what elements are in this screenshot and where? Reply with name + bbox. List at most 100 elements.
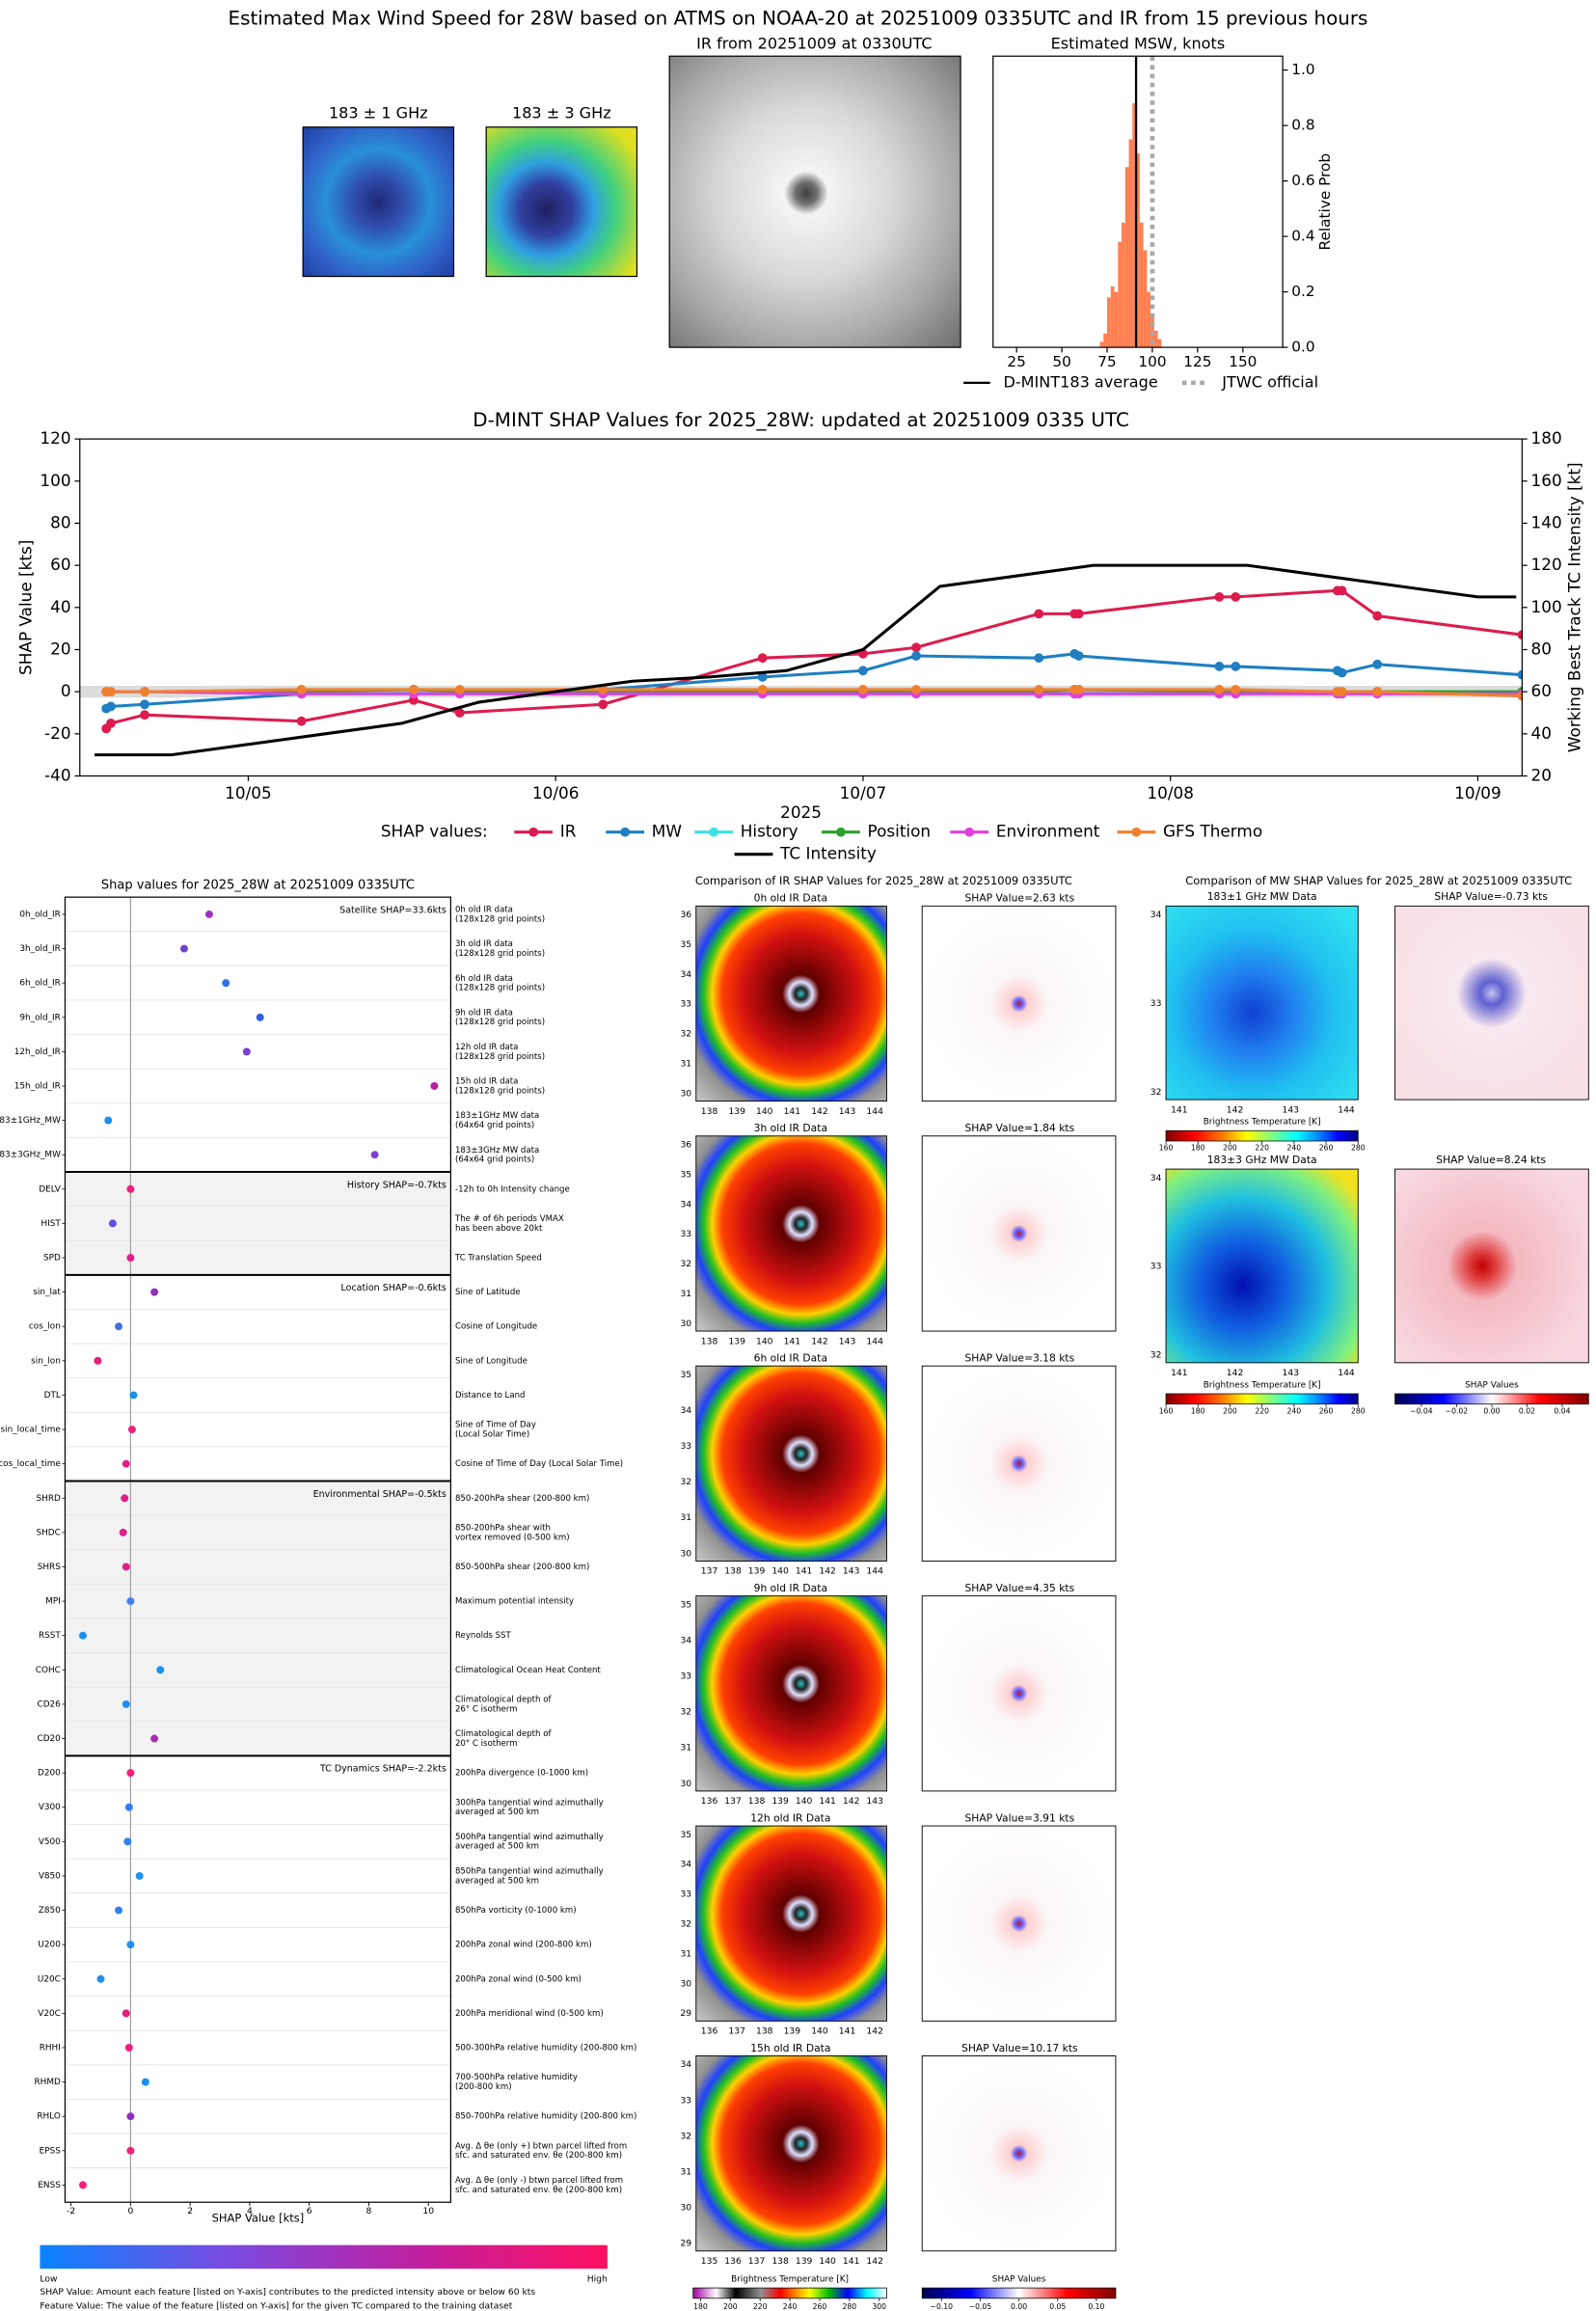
lat-tick-label: 33 [1150,1262,1162,1272]
colorbar-tick-label: 180 [1191,1144,1205,1153]
ir-image [668,55,961,348]
lat-tick-label: 31 [680,1059,691,1070]
y-tick-label: 60 [50,555,70,574]
lat-tick-label: 34 [680,2059,691,2070]
feature-dot [256,1013,264,1021]
series-marker [1073,685,1084,694]
y-tick-label: 0.2 [1291,283,1314,300]
feature-name: V20C [38,2009,61,2019]
feature-name: sin_local_time [1,1426,61,1435]
x-tick-label: 10/07 [840,783,887,802]
ir-data-image [695,1595,887,1792]
series-marker [1337,585,1347,596]
feature-description: Avg. Δ θe (only -) btwn parcel lifted fr… [455,2176,623,2186]
feature-description: TC Translation Speed [454,1254,542,1264]
lon-tick-label: 137 [748,2256,766,2267]
lat-tick-label: 32 [680,1259,691,1269]
feature-name: DELV [39,1184,60,1194]
colorbar-tick-label: 280 [1351,1406,1366,1415]
colorbar-label: Brightness Temperature [K] [1204,1118,1321,1128]
feature-description: 200hPa divergence (0-1000 km) [455,1769,588,1779]
series-marker [1073,609,1084,619]
feature-name: RHHI [40,2043,61,2053]
y-tick-label: 0.4 [1291,228,1314,245]
lon-tick-label: 140 [796,1796,813,1807]
feature-description: 300hPa tangential wind azimuthally [455,1798,604,1808]
feature-name: RHLO [37,2112,60,2122]
series-marker [1517,669,1523,680]
lat-tick-label: 31 [680,1512,691,1523]
feature-dot [124,1803,133,1811]
image-title: 183±1 GHz MW Data [1207,890,1317,903]
feature-dot [135,1871,144,1880]
feature-description: 0h old IR data [455,906,513,915]
y2-tick-label: 40 [1531,723,1552,743]
feature-description: 850-200hPa shear (200-800 km) [455,1494,589,1504]
feature-dot [156,1666,165,1674]
y2-tick-label: 60 [1531,681,1552,700]
lon-tick-label: 142 [866,2026,883,2037]
ir-data-image [695,905,887,1102]
shap-image [921,1135,1117,1332]
y-tick-label: 0 [61,681,71,700]
series-marker [911,642,922,653]
y-tick-label: 40 [50,597,70,616]
lat-tick-label: 29 [680,2008,691,2019]
lon-tick-label: 142 [1227,1368,1244,1378]
x-tick-label: 4 [247,2206,253,2216]
lon-tick-label: 143 [1283,1368,1300,1378]
lon-tick-label: 141 [784,1336,801,1346]
image-title: SHAP Value=8.24 kts [1436,1154,1546,1166]
lat-tick-label: 34 [680,1635,691,1645]
colorbar [921,2287,1117,2299]
colorbar-label: Brightness Temperature [K] [731,2274,849,2284]
series-marker [1214,685,1225,694]
feature-name: 183±1GHz_MW [0,1116,61,1126]
hist-bar [1147,291,1151,348]
y2-tick-label: 80 [1531,639,1552,658]
x-tick-label: 100 [1138,353,1166,370]
feature-description: sfc. and saturated env. θe (200-800 km) [455,2186,622,2195]
feature-dot [370,1151,379,1159]
lat-tick-label: 33 [680,1441,691,1452]
series-marker [106,718,116,728]
series-marker [757,671,768,682]
colorbar-tick-label: 260 [813,2302,827,2311]
feature-name: SHRD [37,1494,61,1504]
feature-dot [141,2078,149,2086]
lon-tick-label: 139 [748,1566,766,1577]
lon-tick-label: 138 [701,1106,718,1117]
feature-description: Maximum potential intensity [455,1597,574,1607]
lat-tick-label: 30 [680,1548,691,1559]
feature-description: vortex removed (0-500 km) [455,1533,570,1542]
feature-name: ENSS [38,2181,61,2190]
feature-dot [78,1631,87,1640]
feature-dot [124,2044,133,2052]
legend-label: History [741,822,798,841]
image-title: 12h old IR Data [750,1811,830,1824]
lat-tick-label: 35 [680,1830,691,1840]
series-marker [757,653,768,664]
lat-tick-label: 33 [680,1229,691,1239]
shap-image [921,1825,1117,2022]
lat-tick-label: 33 [680,2095,691,2106]
feature-name: DTL [44,1391,61,1400]
y2-tick-label: 20 [1531,765,1552,784]
feature-description: 700-500hPa relative humidity [455,2073,578,2082]
axes-frame [64,896,452,2203]
lat-tick-label: 31 [680,1289,691,1299]
lon-tick-label: 141 [839,2026,856,2037]
lat-tick-label: 34 [680,1405,691,1416]
x-tick-label: 10 [422,2206,434,2216]
mw-image [302,126,455,278]
feature-description: (128x128 grid points) [455,1018,545,1027]
y2-tick-label: 180 [1531,428,1562,448]
lat-tick-label: 30 [680,2203,691,2214]
hist-bar [1099,341,1104,348]
lon-tick-label: 144 [866,1566,883,1577]
feature-description: 200hPa zonal wind (200-800 km) [455,1941,592,1950]
colorbar-tick-label: 260 [1319,1406,1334,1415]
image-title: 183±3 GHz MW Data [1207,1154,1317,1166]
image-title: IR from 20251009 at 0330UTC [696,34,933,52]
feature-name: Z850 [39,1906,61,1916]
